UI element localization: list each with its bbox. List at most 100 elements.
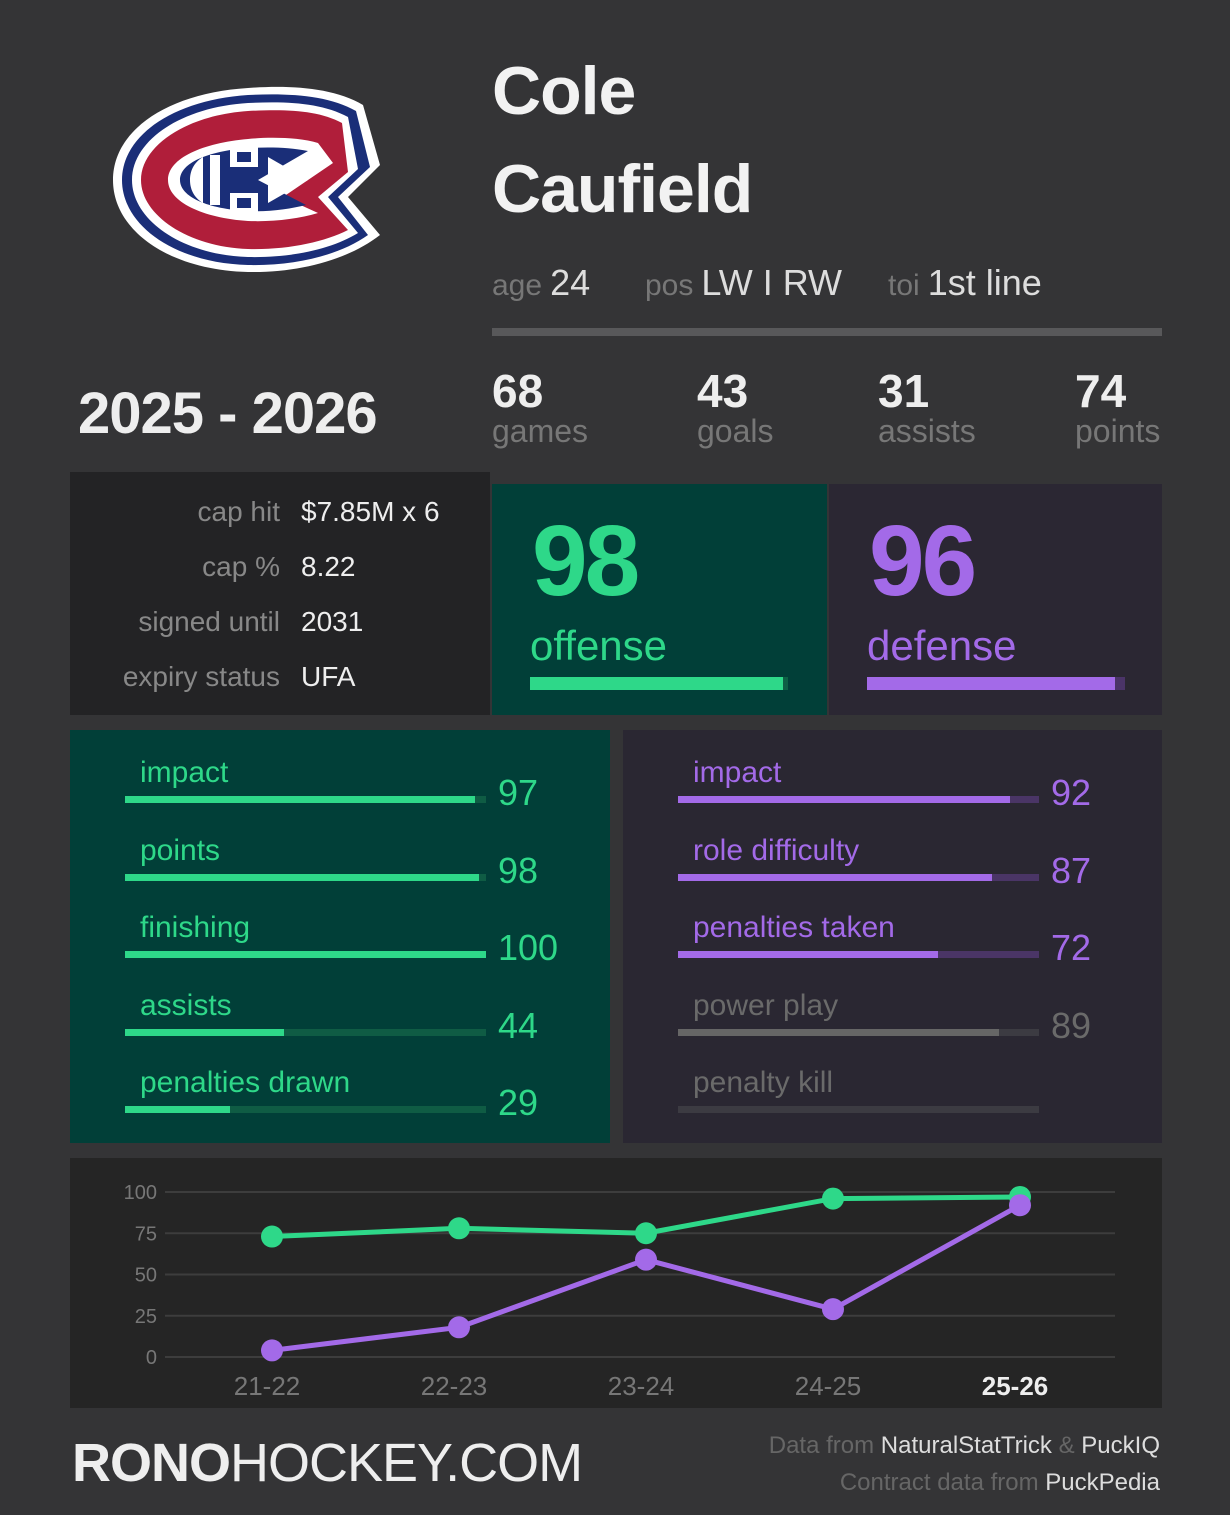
skill-bar: [678, 1106, 1039, 1113]
skill-bar: [125, 1106, 486, 1113]
contract-value: 8.22: [301, 551, 356, 582]
canadiens-logo: [113, 86, 380, 273]
skill-bar: [678, 951, 1039, 958]
skill-value: 92: [1051, 772, 1092, 813]
skill-value: 87: [1051, 849, 1092, 891]
brand-logo: RONOHOCKEY.COM: [72, 1432, 583, 1494]
skill-bar: [125, 1028, 486, 1036]
y-tick-label: 75: [135, 1223, 157, 1245]
stat-value: 68: [492, 365, 544, 417]
skill-row-points: points 98: [70, 810, 610, 891]
defense-score: 96: [869, 505, 977, 617]
skill-label: role difficulty: [693, 833, 860, 867]
skill-row-power-play: power play 89: [623, 965, 1163, 1046]
skill-bar-fill: [125, 796, 476, 803]
contract-from-label: Contract data from: [839, 1469, 1039, 1496]
data-point-offense: [635, 1222, 657, 1245]
offense-bar: [530, 677, 788, 690]
defense-skills-panel: impact 92 role difficulty 87 penalties taken…: [623, 730, 1162, 1143]
skill-label: penalties taken: [693, 911, 895, 944]
data-point-offense: [822, 1187, 844, 1210]
skill-label: penalty kill: [693, 1066, 834, 1099]
skill-row-finishing: finishing 100: [70, 887, 610, 968]
contract-key: expiry status: [122, 661, 280, 692]
data-point-offense: [261, 1225, 283, 1248]
skill-value: 44: [498, 1004, 539, 1046]
stat-label: assists: [878, 413, 976, 449]
trend-chart: 0 25 50 75 100 21-22 22-23 23-24 24-25 25-26: [70, 1158, 1162, 1408]
divider: [492, 328, 1162, 336]
y-tick-label: 0: [146, 1347, 157, 1369]
data-point-defense: [822, 1298, 844, 1321]
skill-value: 100: [498, 927, 559, 968]
contract-key: cap %: [202, 551, 280, 582]
x-tick-label: 24-25: [795, 1371, 862, 1401]
offense-card: 98 offense: [492, 484, 827, 715]
skill-bar-fill: [125, 873, 479, 881]
skill-label: assists: [140, 988, 232, 1022]
stat-points: 74 points: [1075, 368, 1160, 448]
position-info: pos LW I RW: [645, 262, 842, 304]
offense-score: 98: [532, 505, 640, 617]
defense-card: 96 defense: [829, 484, 1162, 715]
brand-bold: RONO: [72, 1433, 231, 1493]
contract-row: cap hit $7.85M x 6: [70, 496, 490, 530]
skill-bar: [678, 1028, 1039, 1036]
skill-bar: [125, 873, 486, 881]
stat-label: games: [492, 413, 589, 449]
skill-bar-fill: [678, 796, 1011, 803]
stat-assists: 31 assists: [878, 368, 976, 448]
y-tick-label: 50: [135, 1265, 157, 1287]
pos-value: LW I RW: [701, 262, 843, 303]
skill-bar: [125, 796, 486, 803]
player-last-name: Caufield: [492, 151, 753, 227]
y-tick-label: 100: [124, 1182, 157, 1204]
toi-info: toi 1st line: [888, 262, 1042, 304]
skill-bar: [678, 796, 1039, 803]
y-tick-label: 25: [135, 1306, 157, 1328]
skill-row-role-difficulty: role difficulty 87: [623, 810, 1163, 891]
data-point-defense: [635, 1248, 657, 1271]
skill-label: impact: [693, 756, 782, 789]
x-tick-label: 23-24: [608, 1371, 675, 1401]
contract-panel: cap hit $7.85M x 6 cap % 8.22 signed until 20…: [70, 472, 490, 715]
contract-key: signed until: [138, 606, 280, 637]
source-naturalstattrick: NaturalStatTrick: [880, 1432, 1052, 1459]
pos-label: pos: [645, 269, 694, 302]
defense-label: defense: [867, 622, 1017, 669]
stat-games: 68 games: [492, 368, 588, 448]
age-info: age 24: [492, 262, 590, 304]
skill-value: 29: [498, 1082, 539, 1123]
contract-key: cap hit: [197, 496, 281, 527]
stat-value: 74: [1075, 365, 1127, 417]
skill-row-penalties-taken: penalties taken 72: [623, 887, 1163, 968]
skill-label: penalties drawn: [140, 1066, 351, 1099]
stat-label: points: [1075, 413, 1161, 449]
data-point-defense: [261, 1339, 283, 1362]
data-from-label: Data from: [768, 1432, 875, 1459]
contract-credit: Contract data from PuckPedia: [840, 1469, 1160, 1497]
skill-label: impact: [140, 756, 229, 789]
defense-bar-fill: [867, 677, 1115, 690]
source-puckpedia: PuckPedia: [1045, 1469, 1160, 1496]
skill-label: finishing: [140, 911, 251, 944]
stat-goals: 43 goals: [697, 368, 774, 448]
data-point-defense: [448, 1316, 470, 1339]
source-puckiq: PuckIQ: [1081, 1432, 1160, 1459]
skill-bar-fill: [125, 1028, 284, 1036]
skill-label: points: [140, 833, 221, 867]
offense-skills-panel: impact 97 points 98 finishing 100 assists 44 pen…: [70, 730, 610, 1143]
skill-row-impact: impact 92: [623, 732, 1163, 813]
offense-label: offense: [530, 622, 668, 669]
contract-row: expiry status UFA: [70, 661, 490, 695]
brand-rest: HOCKEY.COM: [230, 1433, 583, 1493]
stat-value: 43: [697, 365, 749, 417]
data-point-defense: [1009, 1194, 1031, 1217]
offense-bar-fill: [530, 677, 783, 690]
contract-value: $7.85M x 6: [301, 496, 440, 527]
stat-label: goals: [697, 413, 774, 449]
skill-value: 89: [1051, 1004, 1092, 1046]
player-first-name: Cole: [492, 53, 636, 129]
x-tick-label: 25-26: [982, 1371, 1049, 1401]
data-point-offense: [448, 1217, 470, 1240]
